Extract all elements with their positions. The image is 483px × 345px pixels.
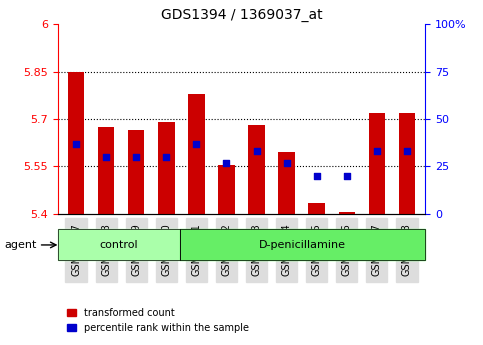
Text: control: control	[100, 240, 139, 250]
Bar	[398, 113, 415, 214]
Bar	[68, 72, 85, 214]
Bar	[339, 212, 355, 214]
Text: D-penicillamine: D-penicillamine	[259, 240, 346, 250]
Point	[343, 173, 351, 179]
Bar	[369, 113, 385, 214]
Bar	[98, 127, 114, 214]
Point	[253, 148, 260, 154]
Bar	[218, 165, 235, 214]
Bar	[128, 130, 144, 214]
Point	[102, 154, 110, 160]
Bar	[248, 125, 265, 214]
Bar	[278, 152, 295, 214]
Bar	[158, 122, 174, 214]
Bar	[188, 94, 205, 214]
Text: agent: agent	[5, 240, 37, 250]
Point	[162, 154, 170, 160]
Title: GDS1394 / 1369037_at: GDS1394 / 1369037_at	[161, 8, 322, 22]
Point	[283, 160, 290, 165]
Point	[223, 160, 230, 165]
Legend: transformed count, percentile rank within the sample: transformed count, percentile rank withi…	[63, 304, 253, 337]
Point	[313, 173, 321, 179]
Point	[373, 148, 381, 154]
Bar	[309, 203, 325, 214]
Point	[193, 141, 200, 146]
Point	[132, 154, 140, 160]
Point	[72, 141, 80, 146]
Point	[403, 148, 411, 154]
